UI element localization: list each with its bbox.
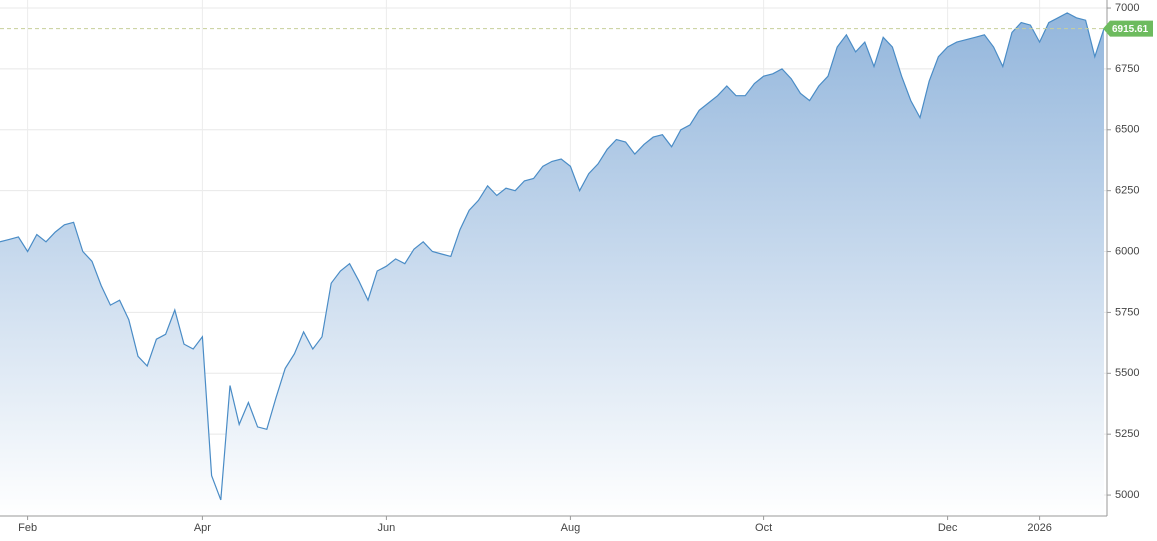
- y-tick-label: 6000: [1115, 245, 1139, 257]
- last-value-tag: [1103, 20, 1153, 37]
- y-tick-label: 6250: [1115, 185, 1139, 197]
- area: [0, 12, 1104, 517]
- x-tick-label: Aug: [561, 522, 581, 534]
- last-value-label: 6915.61: [1112, 24, 1149, 35]
- x-tick-label: Oct: [755, 522, 772, 534]
- x-tick-label: 2026: [1027, 522, 1051, 534]
- y-tick-label: 7000: [1115, 2, 1139, 14]
- x-tick-label: Dec: [938, 522, 958, 534]
- y-tick-label: 5500: [1115, 367, 1139, 379]
- y-tick-label: 5750: [1115, 306, 1139, 318]
- x-tick-label: Apr: [194, 522, 211, 534]
- y-tick-label: 5250: [1115, 428, 1139, 440]
- y-tick-label: 5000: [1115, 489, 1139, 501]
- line: [0, 12, 1105, 501]
- x-tick-label: Jun: [378, 522, 396, 534]
- x-tick-label: Feb: [18, 522, 37, 534]
- y-tick-label: 6750: [1115, 63, 1139, 75]
- y-tick-label: 6500: [1115, 124, 1139, 136]
